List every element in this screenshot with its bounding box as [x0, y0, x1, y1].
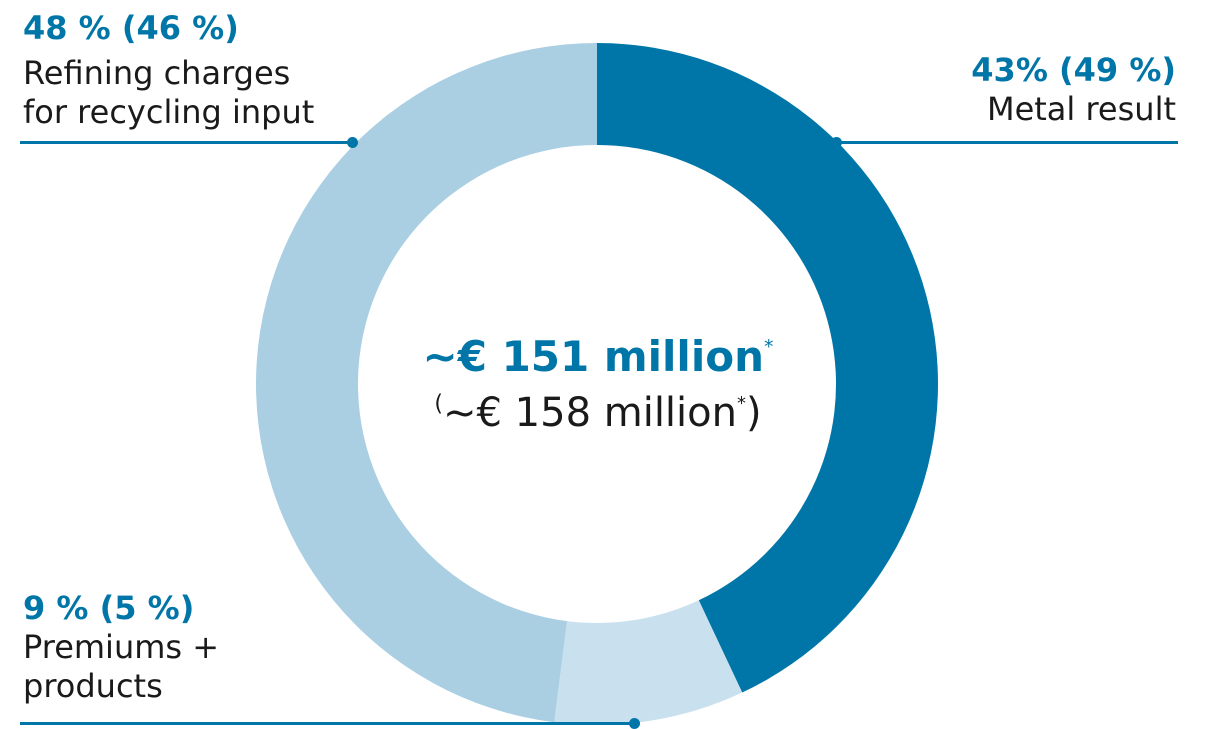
donut-slices: [255, 43, 938, 726]
refining-charges-leader-dot: [347, 137, 358, 148]
center-total: ~€ 151 million*: [398, 336, 798, 378]
refining-charges-leader-line: [20, 141, 354, 144]
metal-result-leader-line: [836, 141, 1178, 144]
refining-charges-share: 48 % (46 %): [23, 9, 239, 47]
donut-slice-1: [554, 600, 743, 726]
center-prev-open-paren: (: [434, 391, 443, 417]
refining-charges-label-line1: Refining charges: [23, 54, 291, 92]
premiums-products-label-line2: products: [23, 667, 163, 705]
donut-slice-2: [255, 43, 597, 723]
refining-charges-label-line2: for recycling input: [23, 93, 315, 131]
center-prev-close-paren: ): [745, 390, 762, 436]
metal-result-label: Metal result: [986, 90, 1176, 128]
premiums-products-label-line1: Premiums +: [23, 628, 220, 666]
premiums-products-leader-line: [20, 722, 636, 725]
center-prev-value: ~€ 158 million: [443, 390, 737, 436]
center-total-footnote-mark: *: [763, 336, 774, 359]
metal-result-share: 43% (49 %): [971, 51, 1176, 89]
center-previous-year: (~€ 158 million*): [398, 393, 798, 433]
donut-slice-0: [597, 43, 938, 693]
premiums-products-leader-dot: [629, 718, 640, 729]
center-prev-footnote-mark: *: [736, 392, 746, 414]
premiums-products-share: 9 % (5 %): [23, 589, 195, 627]
metal-result-leader-dot: [831, 137, 842, 148]
center-total-value: ~€ 151 million: [422, 332, 764, 381]
